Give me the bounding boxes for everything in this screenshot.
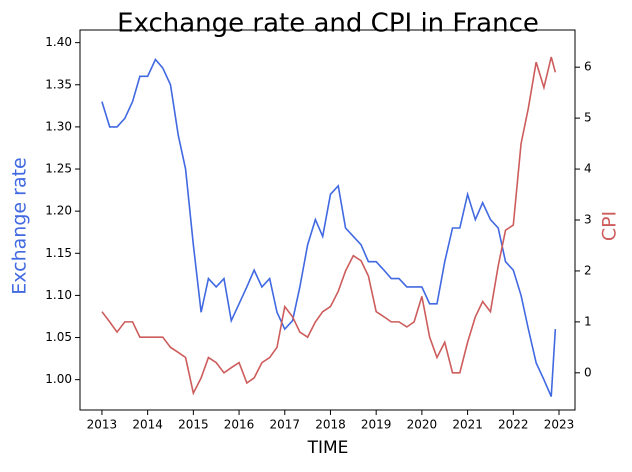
y-tick-label: 1.40 [45, 35, 72, 49]
x-tick-label: 2021 [452, 418, 483, 432]
x-tick-label: 2014 [132, 418, 163, 432]
y2-tick-label: 2 [584, 263, 592, 277]
x-axis-label: TIME [307, 438, 349, 458]
y-tick-label: 1.05 [45, 330, 72, 344]
chart-title: Exchange rate and CPI in France [117, 9, 539, 39]
y2-tick-label: 1 [584, 314, 592, 328]
y2-tick-label: 0 [584, 365, 592, 379]
x-tick-label: 2020 [407, 418, 438, 432]
series-line [101, 58, 557, 397]
x-tick-label: 2017 [269, 418, 300, 432]
y-tick-label: 1.25 [45, 162, 72, 176]
x-tick-label: 2016 [224, 418, 255, 432]
x-tick-label: 2023 [544, 418, 575, 432]
y-tick-label: 1.20 [45, 204, 72, 218]
y2-axis-label: CPI [599, 211, 621, 241]
y2-tick-label: 4 [584, 162, 592, 176]
plot-frame [79, 29, 576, 411]
y-tick-label: 1.00 [45, 372, 72, 386]
x-tick-label: 2013 [87, 418, 118, 432]
x-tick-label: 2022 [498, 418, 529, 432]
y2-tick-label: 6 [584, 60, 592, 74]
x-tick-label: 2018 [315, 418, 346, 432]
x-tick-label: 2019 [361, 418, 392, 432]
y-tick-label: 1.35 [45, 77, 72, 91]
y-axis-label: Exchange rate [9, 157, 31, 294]
y-tick-label: 1.15 [45, 246, 72, 260]
y2-tick-label: 3 [584, 213, 592, 227]
x-tick-label: 2015 [178, 418, 209, 432]
series-line [101, 56, 557, 396]
y-tick-label: 1.30 [45, 119, 72, 133]
y2-tick-label: 5 [584, 111, 592, 125]
y-tick-label: 1.10 [45, 288, 72, 302]
